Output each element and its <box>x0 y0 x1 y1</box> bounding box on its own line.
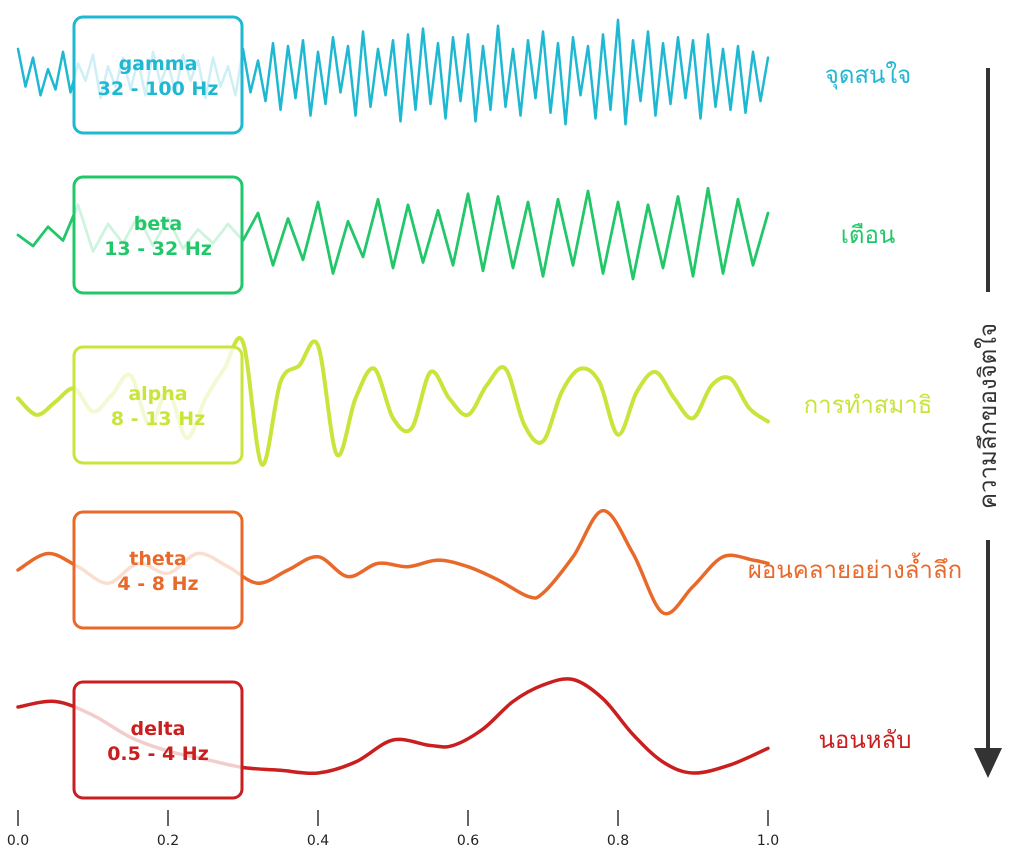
band-range-theta: 4 - 8 Hz <box>117 573 198 595</box>
band-box-theta <box>72 510 244 630</box>
band-row-gamma: gamma 32 - 100 Hz จุดสนใจ <box>16 15 911 135</box>
band-row-beta: beta 13 - 32 Hz เตือน <box>16 175 896 295</box>
band-range-alpha: 8 - 13 Hz <box>111 408 205 430</box>
band-box-beta <box>72 175 244 295</box>
x-tick-label: 0.2 <box>157 833 179 849</box>
band-box-alpha <box>72 345 244 465</box>
band-name-beta: beta <box>134 213 182 235</box>
x-tick-label: 0.6 <box>457 833 479 849</box>
x-axis: 0.0 0.2 0.4 0.6 0.8 1.0 <box>7 810 779 849</box>
x-tick-label: 1.0 <box>757 833 779 849</box>
state-label-delta: นอนหลับ <box>819 726 912 754</box>
band-row-delta: delta 0.5 - 4 Hz นอนหลับ <box>16 677 912 800</box>
band-box-delta <box>72 680 244 800</box>
band-name-alpha: alpha <box>128 383 187 405</box>
band-row-theta: theta 4 - 8 Hz ผ่อนคลายอย่างล้ำลึก <box>16 508 962 630</box>
band-name-delta: delta <box>131 718 186 740</box>
state-label-alpha: การทำสมาธิ <box>804 391 933 419</box>
x-tick-label: 0.8 <box>607 833 629 849</box>
band-box-gamma <box>72 15 244 135</box>
depth-arrow: ความลึกของจิตใจ <box>974 68 1002 778</box>
depth-axis-label: ความลึกของจิตใจ <box>974 323 1002 509</box>
band-name-gamma: gamma <box>119 53 198 75</box>
state-label-beta: เตือน <box>841 221 896 249</box>
state-label-theta: ผ่อนคลายอย่างล้ำลึก <box>748 552 962 584</box>
x-tick-label: 0.0 <box>7 833 29 849</box>
band-rows: gamma 32 - 100 Hz จุดสนใจ beta 13 - 32 Hz เตื… <box>16 15 962 800</box>
state-label-gamma: จุดสนใจ <box>825 61 911 90</box>
band-range-gamma: 32 - 100 Hz <box>98 78 219 100</box>
band-range-beta: 13 - 32 Hz <box>104 238 212 260</box>
band-range-delta: 0.5 - 4 Hz <box>107 743 209 765</box>
arrow-head-icon <box>974 748 1002 778</box>
band-name-theta: theta <box>129 548 186 570</box>
band-row-alpha: alpha 8 - 13 Hz การทำสมาธิ <box>16 336 933 467</box>
x-tick-label: 0.4 <box>307 833 329 849</box>
